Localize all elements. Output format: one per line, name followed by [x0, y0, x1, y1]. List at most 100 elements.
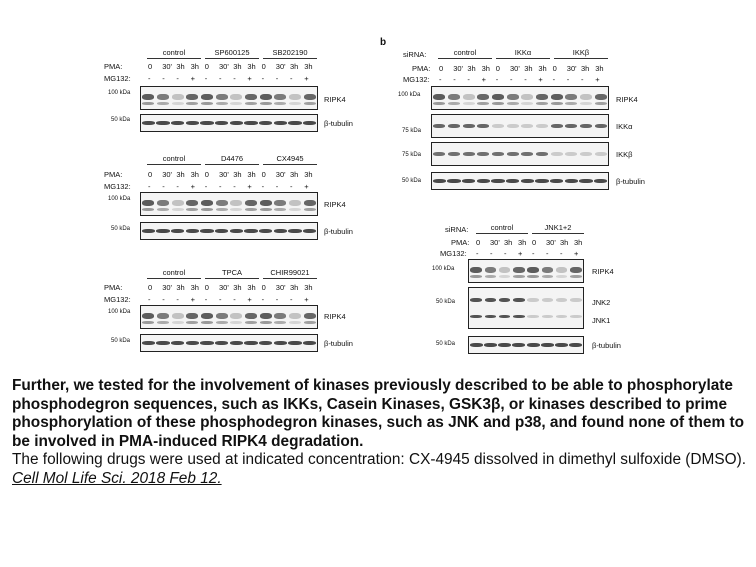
blot-band — [469, 343, 483, 347]
group-header: control — [474, 223, 530, 234]
blot-band — [570, 315, 582, 319]
western-blot-figure: control SP600125 SB202190 PMA: MG132: 10… — [104, 37, 645, 354]
blot-band — [142, 199, 155, 206]
lane-value: - — [219, 295, 222, 304]
lane-value: + — [247, 295, 252, 304]
caption-bold-text: Further, we tested for the involvement o… — [12, 377, 744, 450]
lane-value: 3h — [247, 62, 256, 71]
blot-band — [506, 179, 520, 183]
pma-label: PMA: — [104, 62, 123, 71]
jnk-blot — [468, 287, 584, 329]
pma-label: PMA: — [412, 64, 431, 73]
blot-band — [433, 102, 446, 105]
lane-value: - — [566, 75, 570, 84]
blot-band — [215, 121, 229, 125]
blot-band — [230, 321, 243, 324]
blot-band — [491, 179, 505, 183]
lane-value: - — [204, 182, 208, 191]
blot-band — [570, 298, 582, 302]
blot-band — [432, 179, 446, 183]
lane-value: + — [538, 75, 543, 84]
blot-band — [171, 102, 184, 105]
blot-label: β-tubulin — [592, 341, 621, 350]
lane-value: + — [190, 295, 195, 304]
blot-band — [259, 229, 273, 233]
lane-value: - — [439, 75, 442, 84]
blot-band — [230, 208, 243, 211]
blot-band — [513, 298, 525, 302]
blot-band — [565, 93, 578, 100]
blot-band — [215, 341, 229, 345]
blot-band — [156, 341, 170, 345]
blot-band — [259, 199, 272, 206]
blot-band — [289, 199, 301, 206]
blot-band — [156, 229, 170, 233]
lane-value: - — [290, 295, 293, 304]
citation-link[interactable]: Cell Mol Life Sci. 2018 Feb 12. — [12, 469, 222, 487]
blot-band — [536, 102, 548, 105]
group-header: SB202190 — [261, 48, 319, 59]
blot-band — [274, 208, 287, 211]
blot-band — [506, 102, 519, 105]
blot-band — [569, 343, 583, 347]
lane-value: - — [495, 75, 499, 84]
lane-value: 30' — [275, 62, 286, 71]
lane-value: 0 — [532, 238, 537, 247]
blot-band — [594, 179, 608, 183]
blot-band — [565, 124, 578, 128]
group-header: TPCA — [203, 268, 261, 279]
lane-value: - — [476, 249, 479, 258]
blot-band — [274, 321, 287, 324]
marker: 100 kDa — [432, 266, 455, 272]
pma-label: PMA: — [451, 238, 470, 247]
marker: 100 kDa — [398, 92, 421, 98]
blot-band — [186, 312, 199, 319]
blot-band — [244, 341, 258, 345]
lane-value: - — [490, 249, 493, 258]
blot-band — [594, 124, 607, 128]
blot-band — [594, 102, 607, 105]
blot-band — [477, 102, 490, 105]
blot-band — [448, 124, 460, 128]
blot-band — [259, 102, 272, 105]
blot-band — [230, 199, 243, 206]
lane-value: - — [546, 249, 549, 258]
blot-band — [303, 121, 317, 125]
blot-band — [555, 343, 569, 347]
lane-value: 0 — [552, 64, 557, 73]
lane-value: 3h — [190, 283, 199, 292]
blot-band — [289, 102, 301, 105]
blot-band — [303, 312, 316, 319]
blot-band — [171, 341, 185, 345]
blot-band — [594, 93, 607, 100]
lane-value: 3h — [190, 62, 199, 71]
lane-value: 0 — [476, 238, 481, 247]
blot-band — [550, 179, 564, 183]
blot-band — [171, 312, 184, 319]
lane-value: - — [261, 182, 265, 191]
ripk4-blot — [140, 305, 318, 329]
blot-band — [555, 266, 568, 273]
mg132-label: MG132: — [403, 75, 430, 84]
blot-band — [186, 199, 199, 206]
ikka-blot — [431, 114, 609, 138]
lane-value: - — [275, 295, 279, 304]
blot-band — [570, 275, 582, 278]
ripk4-blot — [140, 192, 318, 216]
blot-band — [215, 229, 229, 233]
blot-band — [186, 93, 199, 100]
blot-band — [141, 229, 155, 233]
lane-value: 30' — [219, 170, 229, 179]
blot-band — [245, 208, 257, 211]
blot-band — [215, 312, 228, 319]
blot-band — [185, 229, 199, 233]
blot-band — [470, 275, 482, 278]
blot-band — [171, 229, 185, 233]
blot-band — [200, 121, 214, 125]
blot-band — [229, 341, 243, 345]
blot-band — [565, 152, 578, 156]
lane-value: 30' — [546, 238, 556, 247]
blot-band — [527, 315, 539, 319]
lane-value: - — [162, 295, 165, 304]
blot-band — [274, 312, 287, 319]
